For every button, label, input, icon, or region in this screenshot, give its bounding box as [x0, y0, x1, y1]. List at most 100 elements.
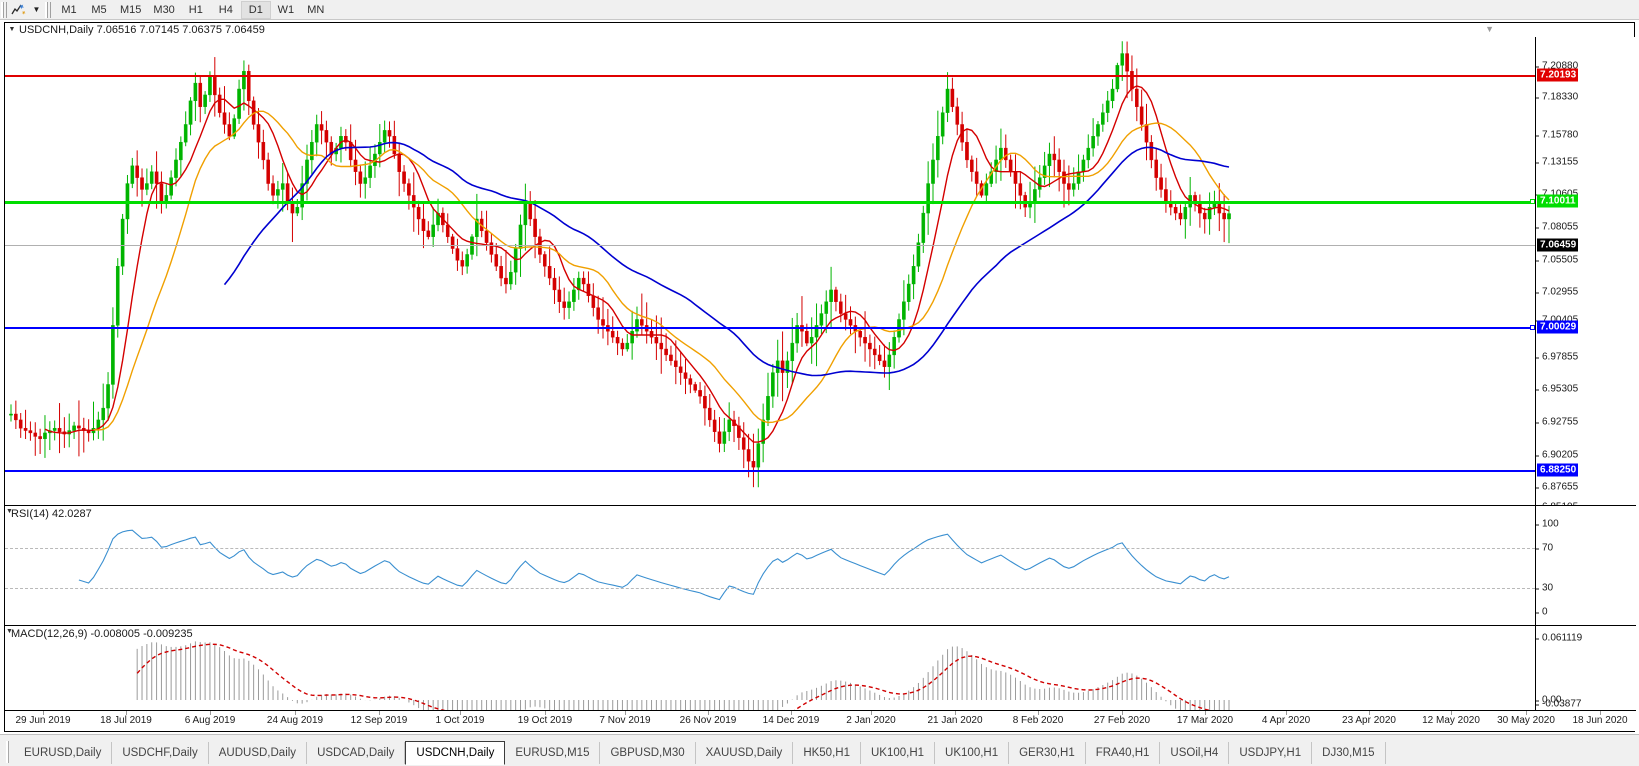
chart-tab-uk100-h1[interactable]: UK100,H1	[861, 742, 936, 764]
date-axis-tickmark	[1526, 711, 1527, 715]
chart-tab-usdcad-daily[interactable]: USDCAD,Daily	[307, 742, 406, 764]
rsi-axis-tick: 70	[1536, 543, 1553, 554]
window-minimize-icon[interactable]: ▼	[1485, 24, 1494, 34]
date-axis-tickmark	[1038, 711, 1039, 715]
price-axis[interactable]: 7.208807.183307.157807.131557.106057.080…	[1535, 37, 1636, 541]
price-axis-tick: 6.95305	[1536, 384, 1578, 395]
date-axis-tickmark	[1600, 711, 1601, 715]
rsi-axis-tick: 0	[1536, 607, 1548, 618]
chart-tab-audusd-daily[interactable]: AUDUSD,Daily	[209, 742, 308, 764]
timeframe-button-h1[interactable]: H1	[188, 3, 203, 16]
blue-support-line[interactable]	[5, 470, 1535, 472]
blue-support-price-label: 6.88250	[1537, 463, 1579, 477]
chart-tab-usoil-h4[interactable]: USOil,H4	[1160, 742, 1230, 764]
price-plot-area[interactable]	[5, 37, 1535, 505]
toolbar-separator	[45, 1, 52, 18]
date-axis-tickmark	[126, 711, 127, 715]
green-level-price-label: 7.10011	[1537, 194, 1578, 208]
timeframe-button-m30[interactable]: M30	[153, 3, 175, 16]
price-axis-tick: 7.02955	[1536, 287, 1578, 298]
rsi-axis-tick: 30	[1536, 583, 1553, 594]
chevron-down-icon[interactable]: ▼	[6, 628, 13, 635]
date-axis-label: 6 Aug 2019	[184, 715, 236, 726]
macd-axis-tick: 0.061119	[1536, 633, 1582, 644]
timeframe-button-w1[interactable]: W1	[277, 3, 295, 16]
chevron-down-icon[interactable]: ▼	[6, 508, 13, 515]
chart-tab-usdcnh-daily[interactable]: USDCNH,Daily	[405, 741, 506, 765]
date-axis-label: 1 Oct 2019	[435, 715, 485, 726]
date-axis-label: 12 May 2020	[1422, 715, 1480, 726]
rsi-overbought-line	[5, 548, 1535, 549]
toolbar-drag-handle[interactable]	[1, 1, 8, 18]
date-axis-label: 2 Jan 2020	[846, 715, 896, 726]
date-axis-label: 27 Feb 2020	[1093, 715, 1151, 726]
date-axis-tickmark	[460, 711, 461, 715]
rsi-plot-area[interactable]	[5, 506, 1535, 625]
chart-tab-usdjpy-h1[interactable]: USDJPY,H1	[1229, 742, 1313, 764]
chart-tab-uk100-h1[interactable]: UK100,H1	[935, 742, 1010, 764]
date-axis-tickmark	[871, 711, 872, 715]
date-axis-tickmark	[1286, 711, 1287, 715]
green-level-line-handle[interactable]	[1530, 199, 1535, 204]
top-toolbar: ▼ M1 M5 M15 M30 H1 H4 D1 W1 MN	[0, 0, 1639, 20]
price-axis-tick: 6.97855	[1536, 352, 1578, 363]
rsi-oversold-line	[5, 588, 1535, 589]
date-axis-label: 18 Jun 2020	[1572, 715, 1628, 726]
date-axis-tickmark	[708, 711, 709, 715]
chart-tab-dj30-m15[interactable]: DJ30,M15	[1312, 742, 1386, 764]
rsi-indicator-label: RSI(14) 42.0287	[11, 508, 92, 520]
green-level-line[interactable]	[5, 201, 1535, 204]
indicators-icon[interactable]	[8, 1, 30, 19]
blue-level-line[interactable]	[5, 327, 1535, 329]
date-axis-tickmark	[295, 711, 296, 715]
timeframe-button-h4[interactable]: H4	[218, 3, 233, 16]
price-axis-tick: 6.90205	[1536, 450, 1578, 461]
chart-tab-hk50-h1[interactable]: HK50,H1	[793, 742, 861, 764]
price-axis-tick: 7.08055	[1536, 222, 1578, 233]
date-axis-label: 29 Jun 2019	[15, 715, 71, 726]
price-axis-tick: 7.18330	[1536, 92, 1578, 103]
rsi-axis: 100 70 30 0	[1535, 506, 1636, 625]
resistance-price-label: 7.20193	[1537, 68, 1579, 82]
date-axis-tickmark	[43, 711, 44, 715]
timeframe-button-m1[interactable]: M1	[61, 3, 77, 16]
timeframe-button-m5[interactable]: M5	[91, 3, 107, 16]
timeframe-button-mn[interactable]: MN	[307, 3, 325, 16]
date-axis-label: 7 Nov 2019	[599, 715, 651, 726]
price-axis-tick: 6.87655	[1536, 482, 1578, 493]
chart-tab-ger30-h1[interactable]: GER30,H1	[1009, 742, 1086, 764]
resistance-line[interactable]	[5, 75, 1535, 77]
price-axis-tick: 7.13155	[1536, 157, 1578, 168]
chart-tab-eurusd-daily[interactable]: EURUSD,Daily	[14, 742, 113, 764]
timeframe-button-d1[interactable]: D1	[240, 0, 271, 19]
chart-tab-usdchf-daily[interactable]: USDCHF,Daily	[112, 742, 209, 764]
timeframe-button-m15[interactable]: M15	[120, 3, 142, 16]
tabbar-drag-handle[interactable]	[6, 741, 11, 763]
date-axis-tickmark	[210, 711, 211, 715]
date-axis[interactable]: 29 Jun 2019 18 Jul 2019 6 Aug 2019 24 Aug 2…	[5, 710, 1636, 731]
date-axis-label: 4 Apr 2020	[1261, 715, 1311, 726]
chevron-down-icon[interactable]: ▼	[32, 5, 41, 14]
date-axis-label: 18 Jul 2019	[100, 715, 152, 726]
chart-tab-gbpusd-m30[interactable]: GBPUSD,M30	[600, 742, 696, 764]
chart-header: ▼ USDCNH,Daily 7.06516 7.07145 7.06375 7…	[5, 23, 1634, 37]
date-axis-label: 21 Jan 2020	[927, 715, 983, 726]
blue-level-line-handle[interactable]	[1530, 325, 1535, 330]
chart-tab-fra40-h1[interactable]: FRA40,H1	[1086, 742, 1161, 764]
date-axis-label: 14 Dec 2019	[762, 715, 820, 726]
macd-plot-area[interactable]	[5, 626, 1535, 711]
chevron-down-icon[interactable]: ▼	[8, 26, 16, 33]
chart-tab-xauusd-daily[interactable]: XAUUSD,Daily	[696, 742, 794, 764]
date-axis-tickmark	[955, 711, 956, 715]
timeframe-button-group: M1 M5 M15 M30 H1 H4 D1 W1 MN	[54, 0, 331, 19]
macd-histogram	[136, 641, 1230, 711]
macd-axis: 0.061119 0.00 -0.03877	[1535, 626, 1636, 711]
chart-tab-eurusd-m15[interactable]: EURUSD,M15	[505, 742, 601, 764]
price-axis-tick: 6.92755	[1536, 417, 1578, 428]
date-axis-label: 26 Nov 2019	[679, 715, 737, 726]
date-axis-tickmark	[1451, 711, 1452, 715]
current-price-line[interactable]	[5, 245, 1535, 246]
date-axis-label: 19 Oct 2019	[517, 715, 573, 726]
macd-panel: ▼ MACD(12,26,9) -0.008005 -0.009235 0.06…	[5, 625, 1636, 711]
price-axis-tick: 7.20880	[1536, 61, 1578, 72]
